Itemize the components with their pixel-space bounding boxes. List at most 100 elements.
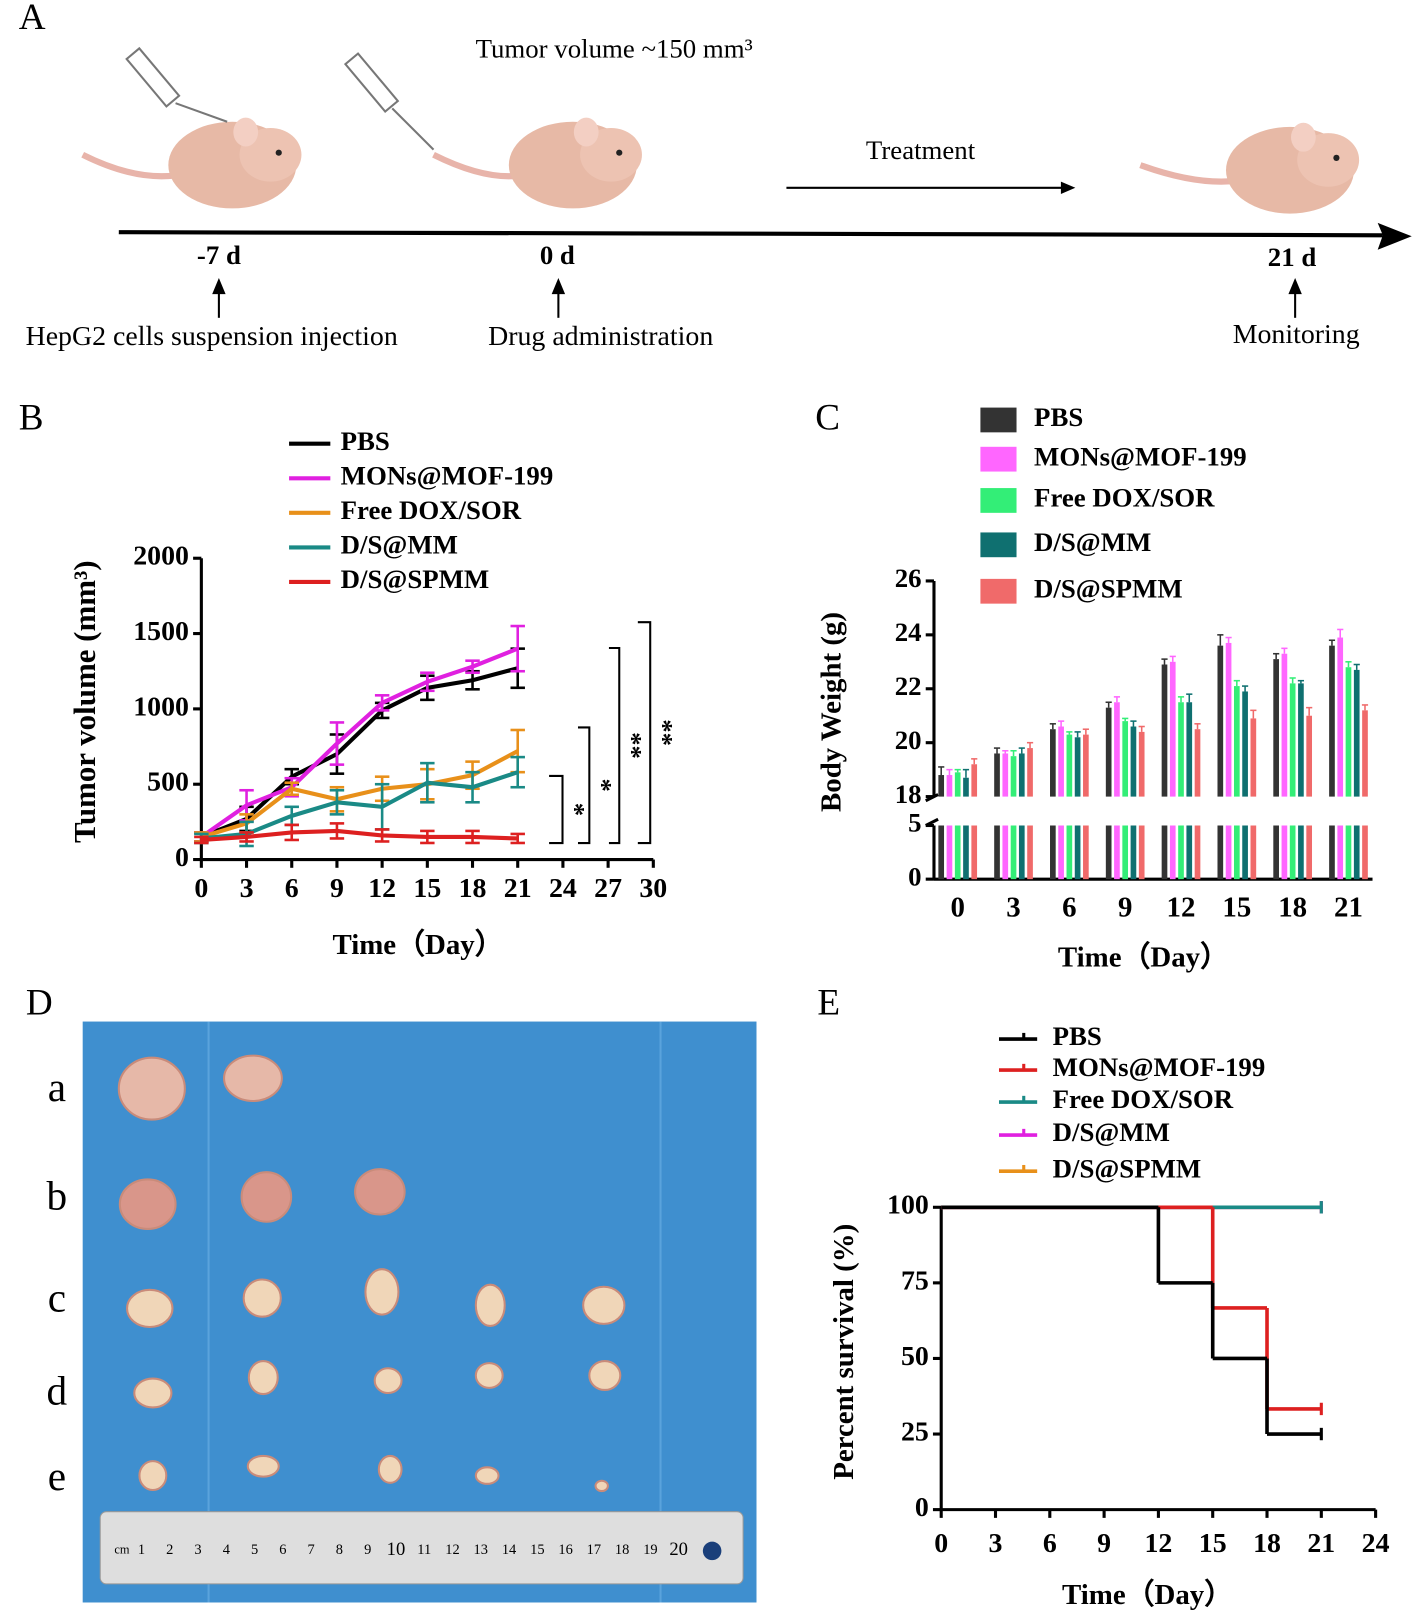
- bar-stub: [963, 825, 969, 880]
- legend-label: Free DOX/SOR: [1034, 483, 1215, 513]
- bar-stub: [1010, 825, 1017, 880]
- y-tick-label: 24: [895, 617, 922, 647]
- timepoint-label: 21 d: [1268, 242, 1317, 272]
- error-bar: [1225, 636, 1232, 643]
- y-tick-label: 1000: [133, 691, 189, 722]
- legend-label: PBS: [1034, 402, 1083, 432]
- panel-label: E: [817, 983, 840, 1024]
- y-tick-label: 500: [147, 767, 189, 798]
- bar: [1066, 734, 1073, 797]
- y-axis-title: Percent survival (%): [828, 1224, 860, 1480]
- bar: [1298, 683, 1304, 797]
- legend-label: D/S@MM: [341, 530, 458, 560]
- timeline-diagram: [81, 46, 1412, 318]
- legend-label: MONs@MOF-199: [341, 460, 554, 490]
- bar: [1130, 726, 1137, 797]
- bar-stub: [1194, 825, 1201, 880]
- bar: [1138, 731, 1145, 797]
- error-bar: [1217, 634, 1224, 646]
- series-line: [200, 749, 519, 839]
- x-tick-label: 30: [639, 873, 667, 904]
- treatment-arrowhead: [1060, 181, 1076, 194]
- tumors: [117, 1054, 626, 1493]
- legend-label: Free DOX/SOR: [1053, 1084, 1234, 1114]
- bar: [1329, 645, 1335, 797]
- bar-stub: [1002, 825, 1009, 880]
- x-tick-label: 3: [989, 1528, 1003, 1559]
- legend-label: PBS: [1053, 1021, 1102, 1051]
- timepoint-label: -7 d: [197, 240, 241, 270]
- series-line: [201, 828, 518, 843]
- bar-stub: [938, 825, 945, 880]
- bar: [938, 775, 945, 797]
- error-bar: [1074, 731, 1081, 738]
- row-label: e: [48, 1453, 66, 1499]
- bar-stub: [1298, 825, 1304, 880]
- tumor-photo: [82, 1021, 757, 1603]
- significance-label: **: [617, 732, 647, 759]
- ruler-number: 7: [308, 1542, 315, 1558]
- ruler-number: 11: [417, 1542, 431, 1558]
- error-bar: [329, 788, 345, 816]
- x-tick-label: 6: [285, 873, 299, 904]
- x-tick-label: 12: [1167, 892, 1196, 924]
- error-bar: [938, 766, 945, 776]
- legend-label: MONs@MOF-199: [1034, 441, 1247, 471]
- bar-stub: [994, 825, 1000, 880]
- bar: [1233, 686, 1240, 797]
- y-tick-label: 0: [908, 861, 921, 891]
- x-axis-title: Time（Day）: [332, 928, 503, 961]
- significance-bracket: [549, 774, 564, 845]
- error-bar: [1306, 706, 1313, 716]
- ruler-number: 19: [643, 1542, 657, 1558]
- error-bar: [1113, 696, 1121, 703]
- error-bar: [465, 829, 480, 845]
- bar: [1217, 645, 1224, 797]
- error-bar: [1130, 720, 1137, 727]
- x-tick-label: 9: [1118, 892, 1132, 924]
- error-bar: [510, 755, 525, 789]
- x-tick-label: 0: [934, 1528, 948, 1559]
- y-tick-label: 0: [915, 1492, 929, 1523]
- bar: [1074, 737, 1081, 797]
- ruler-unit: cm: [114, 1543, 129, 1557]
- significance-label: *: [561, 803, 591, 816]
- y-tick-label: 100: [887, 1190, 929, 1221]
- x-tick-label: 21: [1334, 892, 1363, 924]
- y-tick-label: 0: [175, 842, 189, 873]
- bar-stub: [1161, 825, 1168, 880]
- error-bar: [1328, 639, 1336, 646]
- y-tick-label: 22: [895, 671, 922, 701]
- bar: [971, 764, 978, 797]
- legend-label: D/S@SPMM: [341, 564, 490, 594]
- bar: [1169, 661, 1176, 797]
- ruler-number: 1: [138, 1542, 145, 1558]
- x-tick-label: 12: [368, 873, 396, 904]
- timeline-axis: [118, 230, 1383, 238]
- error-bar: [946, 768, 953, 776]
- bar-stub: [1074, 825, 1081, 880]
- ruler-number: 5: [251, 1542, 258, 1558]
- timepoint-label: 0 d: [540, 240, 575, 270]
- error-bar: [1122, 717, 1129, 722]
- event-label: Drug administration: [488, 321, 713, 352]
- error-bar: [510, 624, 525, 673]
- error-bar: [1194, 723, 1201, 730]
- error-bar: [465, 770, 480, 804]
- x-tick-label: 21: [1307, 1528, 1335, 1559]
- bar: [1018, 753, 1025, 797]
- legend-label: D/S@MM: [1034, 527, 1151, 557]
- x-tick-label: 15: [1222, 892, 1251, 924]
- bar: [1186, 702, 1193, 797]
- bar-stub: [1105, 825, 1112, 880]
- bar-stub: [1337, 825, 1344, 880]
- error-bar: [329, 822, 345, 840]
- ruler-number: 18: [615, 1542, 629, 1558]
- x-tick-label: 24: [549, 873, 577, 904]
- bar: [1178, 702, 1184, 797]
- bar: [1105, 707, 1112, 797]
- bar: [1027, 748, 1033, 797]
- panel-label: B: [19, 398, 44, 439]
- bar-stub: [1281, 825, 1288, 880]
